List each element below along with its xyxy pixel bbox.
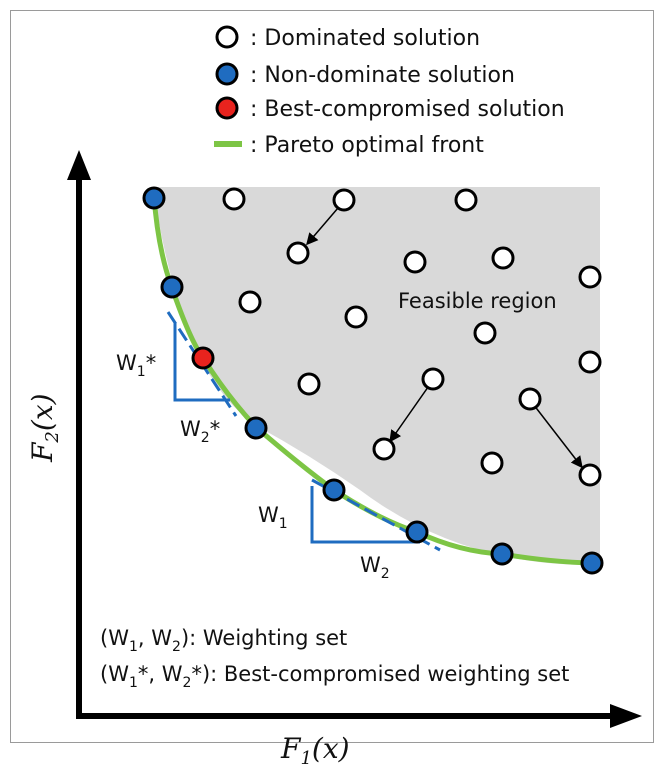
dominated-point <box>344 305 368 329</box>
legend-front-text: : Pareto optimal front <box>250 133 484 158</box>
feasible-region <box>154 187 600 565</box>
y-axis-label: F2(x) <box>26 393 63 463</box>
weight-triangle-set <box>310 486 420 544</box>
weight-w2-star-label: W2* <box>180 417 220 446</box>
non-dominated-point <box>160 275 184 299</box>
dominated-point <box>578 265 602 289</box>
y-axis-arrowhead <box>67 150 91 180</box>
dominated-point <box>403 250 427 274</box>
dominated-point <box>297 372 321 396</box>
dominated-point <box>491 246 515 270</box>
dominated-point <box>518 387 542 411</box>
note-weighting-set: (W1, W2): Weighting set <box>100 626 347 655</box>
weight-triangle-best <box>173 323 230 402</box>
dominated-point <box>473 321 497 345</box>
dominated-point <box>372 437 396 461</box>
dominated-point <box>578 463 602 487</box>
dominated-point <box>578 350 602 374</box>
legend-best-marker <box>215 96 239 120</box>
weight-w1-label: W1 <box>258 503 288 532</box>
feasible-region-label: Feasible region <box>398 289 557 313</box>
legend-dominated-marker <box>215 25 239 49</box>
weight-w2-label: W2 <box>360 553 390 582</box>
non-dominated-point <box>490 542 514 566</box>
dominated-solutions <box>222 187 602 487</box>
weight-w1-star-label: W1* <box>116 351 156 380</box>
best-compromised-point <box>191 346 215 370</box>
legend-dominated-text: : Dominated solution <box>250 26 480 51</box>
dominated-point <box>480 451 504 475</box>
non-dominated-point <box>322 478 346 502</box>
non-dominated-solutions <box>142 186 604 575</box>
dominated-point <box>332 188 356 212</box>
legend-non-dominated-marker <box>215 62 239 86</box>
dominance-arrow <box>529 399 583 469</box>
non-dominated-point <box>405 520 429 544</box>
x-axis-arrowhead <box>610 704 642 728</box>
non-dominated-point <box>580 551 604 575</box>
dominated-point <box>421 367 445 391</box>
note-best-weighting-set: (W1*, W2*): Best-compromised weighting s… <box>100 662 569 691</box>
non-dominated-point <box>142 186 166 210</box>
dominated-point <box>238 290 262 314</box>
figure-border <box>10 10 654 743</box>
dominance-arrow <box>389 379 434 443</box>
dominated-point <box>222 187 246 211</box>
legend-best-text: : Best-compromised solution <box>250 97 565 122</box>
dominated-point <box>454 188 478 212</box>
legend-non-dominated-text: : Non-dominate solution <box>250 63 515 88</box>
non-dominated-point <box>244 416 268 440</box>
x-axis-label: F1(x) <box>280 732 350 766</box>
dominated-point <box>286 241 310 265</box>
